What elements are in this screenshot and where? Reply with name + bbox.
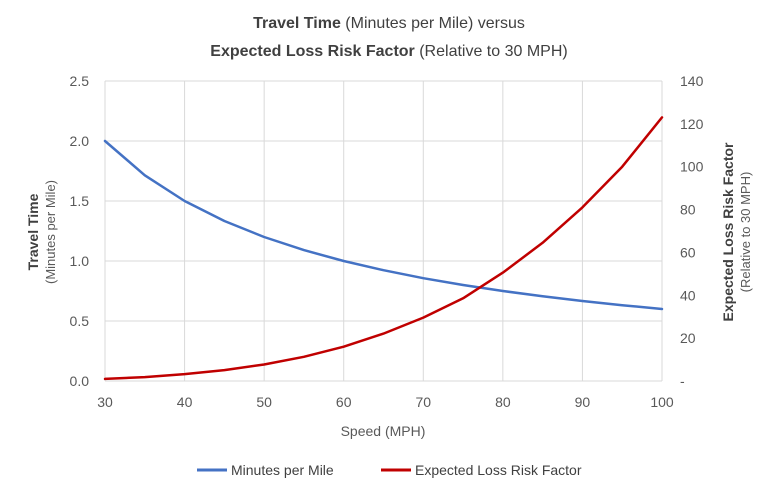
x-tick-label: 100	[650, 394, 674, 410]
series-line-expected-loss-risk-factor	[103, 116, 664, 381]
right-axis-title: Expected Loss Risk Factor (Relative to 3…	[720, 142, 753, 322]
legend-label-minutes-per-mile: Minutes per Mile	[231, 462, 334, 478]
y-left-tick-label: 0.0	[70, 373, 90, 389]
left-axis-title-sub: (Minutes per Mile)	[43, 180, 58, 284]
y-left-tick-label: 2.0	[70, 133, 90, 149]
x-tick-label: 30	[97, 394, 113, 410]
chart-title-bold-1: Travel Time	[253, 15, 341, 32]
y-left-tick-label: 2.5	[70, 73, 90, 89]
gridlines	[104, 80, 663, 382]
x-tick-label: 70	[415, 394, 431, 410]
y-right-tick-label: 100	[680, 159, 704, 175]
y-right-tick-label: 40	[680, 287, 696, 303]
series-line-minutes-per-mile	[103, 139, 664, 311]
chart-title-line-2: Expected Loss Risk Factor (Relative to 3…	[210, 43, 567, 60]
y-right-tick-label: 120	[680, 116, 704, 132]
right-axis-title-sub: (Relative to 30 MPH)	[738, 172, 753, 293]
y-left-tick-label: 0.5	[70, 313, 90, 329]
x-axis-title: Speed (MPH)	[341, 423, 426, 439]
y-right-tick-label: -	[680, 373, 685, 389]
y-right-tick-label: 60	[680, 244, 696, 260]
y-right-tick-label: 140	[680, 73, 704, 89]
x-tick-label: 60	[336, 394, 352, 410]
chart-title-line-1: Travel Time (Minutes per Mile) versus	[253, 15, 525, 32]
y-left-tick-label: 1.5	[70, 193, 90, 209]
x-tick-label: 80	[495, 394, 511, 410]
y-left-tick-label: 1.0	[70, 253, 90, 269]
chart-title-rest-1: (Minutes per Mile) versus	[341, 15, 525, 32]
legend-label-expected-loss-risk-factor: Expected Loss Risk Factor	[415, 462, 582, 478]
legend: Minutes per Mile Expected Loss Risk Fact…	[197, 462, 582, 478]
tick-labels: 30 40 50 60 70 80 90 100 0.0 0.5 1.0 1.5 2.0 2.5 - 20 40…	[70, 73, 704, 410]
chart-title-rest-2: (Relative to 30 MPH)	[415, 43, 568, 60]
x-tick-label: 40	[177, 394, 193, 410]
x-tick-label: 50	[256, 394, 272, 410]
left-axis-title: Travel Time (Minutes per Mile)	[25, 180, 58, 284]
x-tick-label: 90	[575, 394, 591, 410]
right-axis-title-main: Expected Loss Risk Factor	[720, 142, 736, 322]
chart-title-bold-2: Expected Loss Risk Factor	[210, 43, 415, 60]
y-right-tick-label: 20	[680, 330, 696, 346]
left-axis-title-main: Travel Time	[25, 193, 41, 270]
series-lines	[103, 116, 664, 381]
y-right-tick-label: 80	[680, 202, 696, 218]
